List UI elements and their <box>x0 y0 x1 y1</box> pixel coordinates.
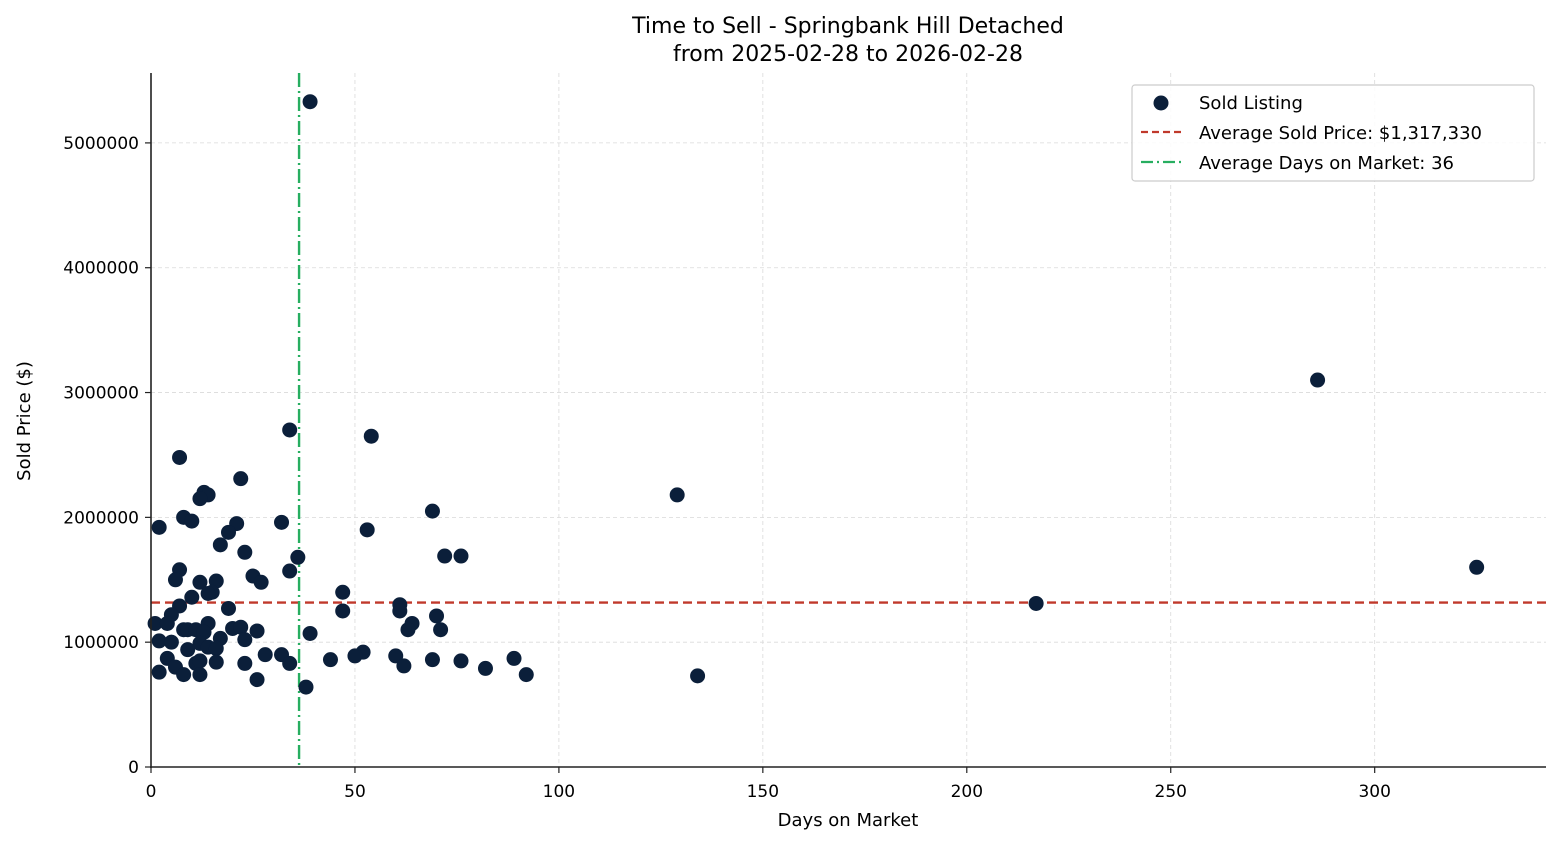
data-point <box>429 608 445 624</box>
data-point <box>253 574 269 590</box>
legend-label-average-days: Average Days on Market: 36 <box>1199 153 1454 174</box>
data-point <box>192 574 208 590</box>
data-point <box>453 653 469 669</box>
data-point <box>282 655 298 671</box>
data-point <box>163 634 179 650</box>
data-point <box>1028 595 1044 611</box>
data-point <box>477 660 493 676</box>
y-axis-label: Sold Price ($) <box>14 361 35 481</box>
data-point <box>282 422 298 438</box>
data-point <box>302 625 318 641</box>
reference-lines <box>151 73 1546 767</box>
data-point <box>322 652 338 668</box>
data-point <box>208 654 224 670</box>
data-points <box>147 94 1485 695</box>
x-tick-label: 0 <box>146 782 157 802</box>
y-tick-label: 2000000 <box>63 508 139 528</box>
data-point <box>1310 372 1326 388</box>
data-point <box>184 513 200 529</box>
legend-label-sold-listing: Sold Listing <box>1199 93 1303 114</box>
x-tick-label: 150 <box>747 782 779 802</box>
chart-title: Time to Sell - Springbank Hill Detached <box>631 14 1064 39</box>
data-point <box>347 648 363 664</box>
data-point <box>233 471 249 487</box>
data-point <box>302 94 318 110</box>
y-tick-label: 1000000 <box>63 633 139 653</box>
data-point <box>359 522 375 538</box>
data-point <box>274 514 290 530</box>
data-point <box>249 623 265 639</box>
data-point <box>212 537 228 553</box>
data-point <box>167 572 183 588</box>
data-point <box>396 658 412 674</box>
grid-lines <box>151 73 1546 767</box>
data-point <box>221 600 236 616</box>
data-point <box>453 548 469 564</box>
data-point <box>257 647 273 663</box>
data-point <box>690 668 706 684</box>
x-tick-label: 50 <box>344 782 366 802</box>
y-tick-label: 5000000 <box>63 134 139 154</box>
legend-marker-icon <box>1153 95 1169 111</box>
data-point <box>1469 559 1485 575</box>
data-point <box>298 679 314 695</box>
data-point <box>159 615 175 631</box>
data-point <box>233 619 249 635</box>
axes <box>150 73 1546 768</box>
x-tick-label: 250 <box>1155 782 1187 802</box>
data-point <box>424 503 440 519</box>
legend-label-average-price: Average Sold Price: $1,317,330 <box>1199 123 1482 144</box>
x-axis-label: Days on Market <box>778 810 919 831</box>
data-point <box>282 563 298 579</box>
data-point <box>192 667 208 683</box>
data-point <box>151 664 167 680</box>
data-point <box>176 667 192 683</box>
data-point <box>151 519 167 535</box>
data-point <box>192 491 208 507</box>
legend-box <box>1131 84 1535 182</box>
data-point <box>388 648 404 664</box>
data-point <box>392 603 408 619</box>
data-point <box>433 622 449 638</box>
data-point <box>400 622 416 638</box>
data-point <box>437 548 453 564</box>
y-tick-label: 0 <box>128 758 139 778</box>
data-point <box>184 589 200 605</box>
data-point <box>363 428 379 444</box>
data-point <box>290 549 306 565</box>
x-tick-label: 200 <box>951 782 983 802</box>
data-point <box>180 642 196 658</box>
data-point <box>172 449 188 465</box>
y-tick-label: 4000000 <box>63 259 139 279</box>
data-point <box>249 672 265 688</box>
y-tick-label: 3000000 <box>63 384 139 404</box>
data-point <box>506 650 522 666</box>
data-point <box>424 652 440 668</box>
data-point <box>335 584 351 600</box>
data-point <box>335 603 351 619</box>
data-point <box>151 633 167 649</box>
chart-subtitle: from 2025-02-28 to 2026-02-28 <box>673 42 1023 67</box>
data-point <box>237 655 253 671</box>
data-point <box>669 487 685 503</box>
data-point <box>518 667 534 683</box>
data-point <box>200 586 216 601</box>
x-tick-label: 300 <box>1358 782 1390 802</box>
data-point <box>208 640 224 656</box>
x-tick-label: 100 <box>543 782 575 802</box>
data-point <box>237 632 253 648</box>
legend: Sold Listing Average Sold Price: $1,317,… <box>1131 84 1535 182</box>
data-point <box>221 524 236 540</box>
axis-ticks: 0 50 100 150 200 250 300 0 1000000 2000000 3000000… <box>63 134 1391 802</box>
data-point <box>237 544 253 560</box>
data-point <box>192 653 208 669</box>
